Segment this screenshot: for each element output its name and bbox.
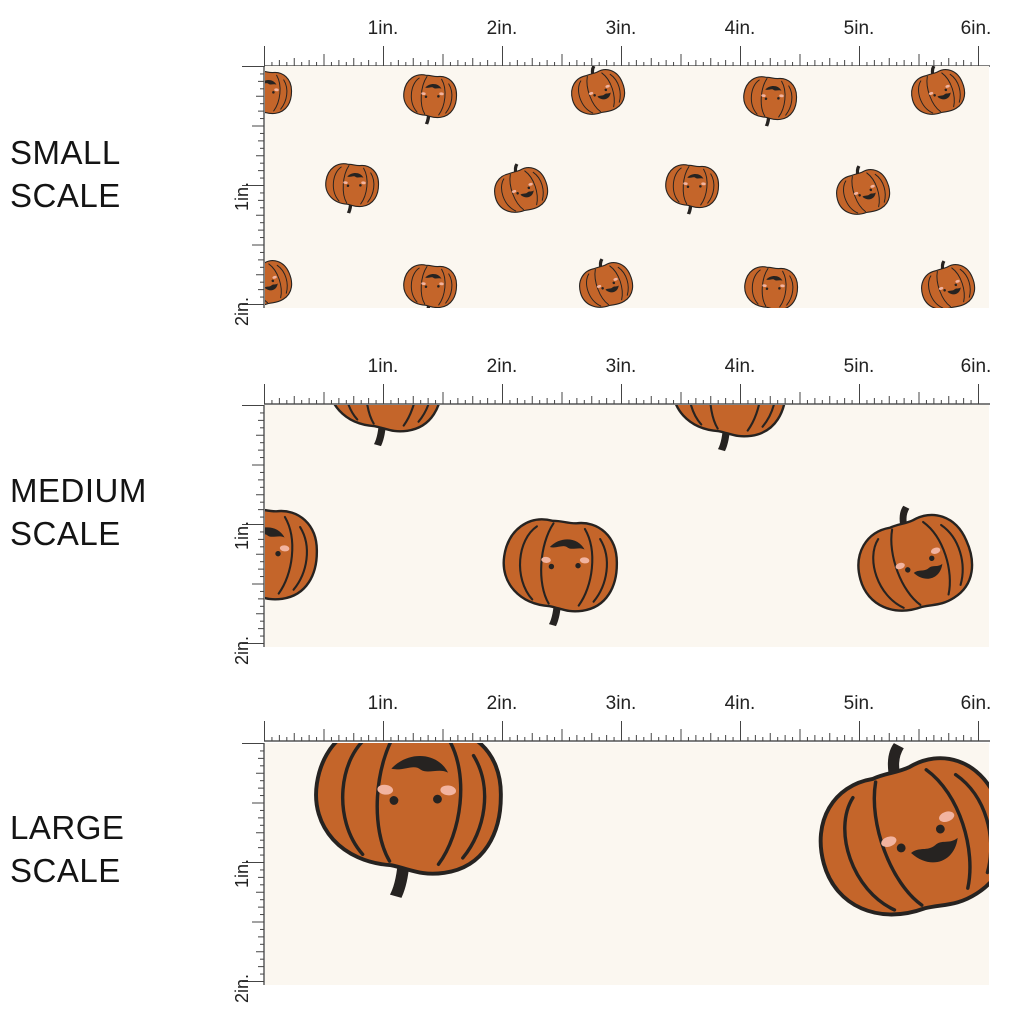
pumpkin-motif xyxy=(325,163,380,214)
pumpkin-motif xyxy=(743,76,798,127)
horizontal-ruler: 1in. 2in. 3in. 4in. 5in. 6in. xyxy=(264,356,991,406)
ruler-ticks xyxy=(264,384,990,405)
ruler-label-1in: 1in. xyxy=(367,18,399,39)
pumpkin-pattern xyxy=(314,743,989,917)
ruler-label-2in: 2in. xyxy=(486,356,518,377)
pumpkin-pattern xyxy=(265,405,974,627)
smiling-pumpkin-icon xyxy=(265,70,293,121)
small-scale-label-line1: SMALL xyxy=(10,134,121,171)
ruler-ticks xyxy=(264,721,990,742)
smiling-pumpkin-icon xyxy=(265,260,293,306)
pumpkin-motif xyxy=(579,258,634,308)
vertical-ruler: 1in. 2in. xyxy=(230,405,265,665)
ruler-label-2in-vertical: 2in. xyxy=(232,296,252,326)
smiling-pumpkin-icon xyxy=(911,66,966,115)
ruler-label-1in-vertical: 1in. xyxy=(232,858,252,888)
ruler-label-1in: 1in. xyxy=(367,693,399,714)
pumpkin-motif xyxy=(403,264,458,308)
horizontal-ruler: 1in. 2in. 3in. 4in. 5in. 6in. xyxy=(264,18,991,68)
ruler-label-3in: 3in. xyxy=(605,18,637,39)
large-scale-label: LARGE SCALE xyxy=(10,806,124,892)
ruler-label-6in: 6in. xyxy=(960,18,992,39)
pumpkin-motif xyxy=(314,743,503,898)
ruler-label-3in: 3in. xyxy=(605,693,637,714)
pumpkin-motif xyxy=(857,505,974,612)
smiling-pumpkin-icon xyxy=(818,743,989,917)
ruler-label-2in-vertical: 2in. xyxy=(232,635,252,665)
pumpkin-motif xyxy=(265,260,293,306)
medium-scale-label-line1: MEDIUM xyxy=(10,472,147,509)
pumpkin-motif xyxy=(327,405,444,447)
pumpkin-motif xyxy=(836,165,891,215)
ruler-label-3in: 3in. xyxy=(605,356,637,377)
large-scale-label-line1: LARGE xyxy=(10,809,125,846)
pumpkin-motif xyxy=(403,74,458,125)
smiling-pumpkin-icon xyxy=(744,266,799,308)
pumpkin-motif xyxy=(671,405,788,452)
ruler-ticks xyxy=(242,743,265,985)
pumpkin-motif xyxy=(494,163,549,213)
ruler-ticks xyxy=(264,46,990,67)
ruler-label-4in: 4in. xyxy=(724,356,756,377)
ruler-label-4in: 4in. xyxy=(724,693,756,714)
small-scale-label: SMALL SCALE xyxy=(10,131,121,217)
large-scale-label-line2: SCALE xyxy=(10,852,121,889)
smiling-pumpkin-icon xyxy=(265,506,319,601)
pumpkin-motif xyxy=(921,260,976,308)
pumpkin-motif xyxy=(265,506,319,601)
ruler-label-1in-vertical: 1in. xyxy=(232,520,252,550)
ruler-label-2in-vertical: 2in. xyxy=(232,973,252,1003)
large-scale-swatch xyxy=(265,743,989,985)
vertical-ruler: 1in. 2in. xyxy=(230,66,265,326)
ruler-label-1in: 1in. xyxy=(367,356,399,377)
smiling-pumpkin-icon xyxy=(671,405,788,452)
smiling-pumpkin-icon xyxy=(325,163,380,214)
ruler-label-5in: 5in. xyxy=(843,18,875,39)
pumpkin-motif xyxy=(818,743,989,917)
ruler-label-2in: 2in. xyxy=(486,693,518,714)
smiling-pumpkin-icon xyxy=(403,264,458,308)
ruler-label-6in: 6in. xyxy=(960,693,992,714)
ruler-label-6in: 6in. xyxy=(960,356,992,377)
smiling-pumpkin-icon xyxy=(314,743,503,898)
pumpkin-motif xyxy=(571,66,626,115)
smiling-pumpkin-icon xyxy=(921,260,976,308)
medium-scale-swatch xyxy=(265,405,989,647)
smiling-pumpkin-icon xyxy=(502,518,619,627)
ruler-label-1in-vertical: 1in. xyxy=(232,181,252,211)
medium-scale-label: MEDIUM SCALE xyxy=(10,469,147,555)
pumpkin-motif xyxy=(911,66,966,115)
medium-scale-label-line2: SCALE xyxy=(10,515,121,552)
vertical-ruler: 1in. 2in. xyxy=(230,743,265,1003)
small-scale-label-line2: SCALE xyxy=(10,177,121,214)
smiling-pumpkin-icon xyxy=(327,405,444,447)
smiling-pumpkin-icon xyxy=(579,258,634,308)
pumpkin-pattern xyxy=(265,66,976,308)
pumpkin-motif xyxy=(502,518,619,627)
smiling-pumpkin-icon xyxy=(571,66,626,115)
horizontal-ruler: 1in. 2in. 3in. 4in. 5in. 6in. xyxy=(264,693,991,743)
ruler-ticks xyxy=(242,66,265,308)
ruler-label-5in: 5in. xyxy=(843,693,875,714)
ruler-label-4in: 4in. xyxy=(724,18,756,39)
smiling-pumpkin-icon xyxy=(403,74,458,125)
ruler-label-5in: 5in. xyxy=(843,356,875,377)
ruler-ticks xyxy=(242,405,265,647)
ruler-label-2in: 2in. xyxy=(486,18,518,39)
pumpkin-motif xyxy=(744,266,799,308)
smiling-pumpkin-icon xyxy=(857,505,974,612)
smiling-pumpkin-icon xyxy=(836,165,891,215)
small-scale-swatch xyxy=(265,66,989,308)
smiling-pumpkin-icon xyxy=(665,164,720,215)
smiling-pumpkin-icon xyxy=(494,163,549,213)
pumpkin-motif xyxy=(665,164,720,215)
pumpkin-motif xyxy=(265,70,293,121)
smiling-pumpkin-icon xyxy=(743,76,798,127)
